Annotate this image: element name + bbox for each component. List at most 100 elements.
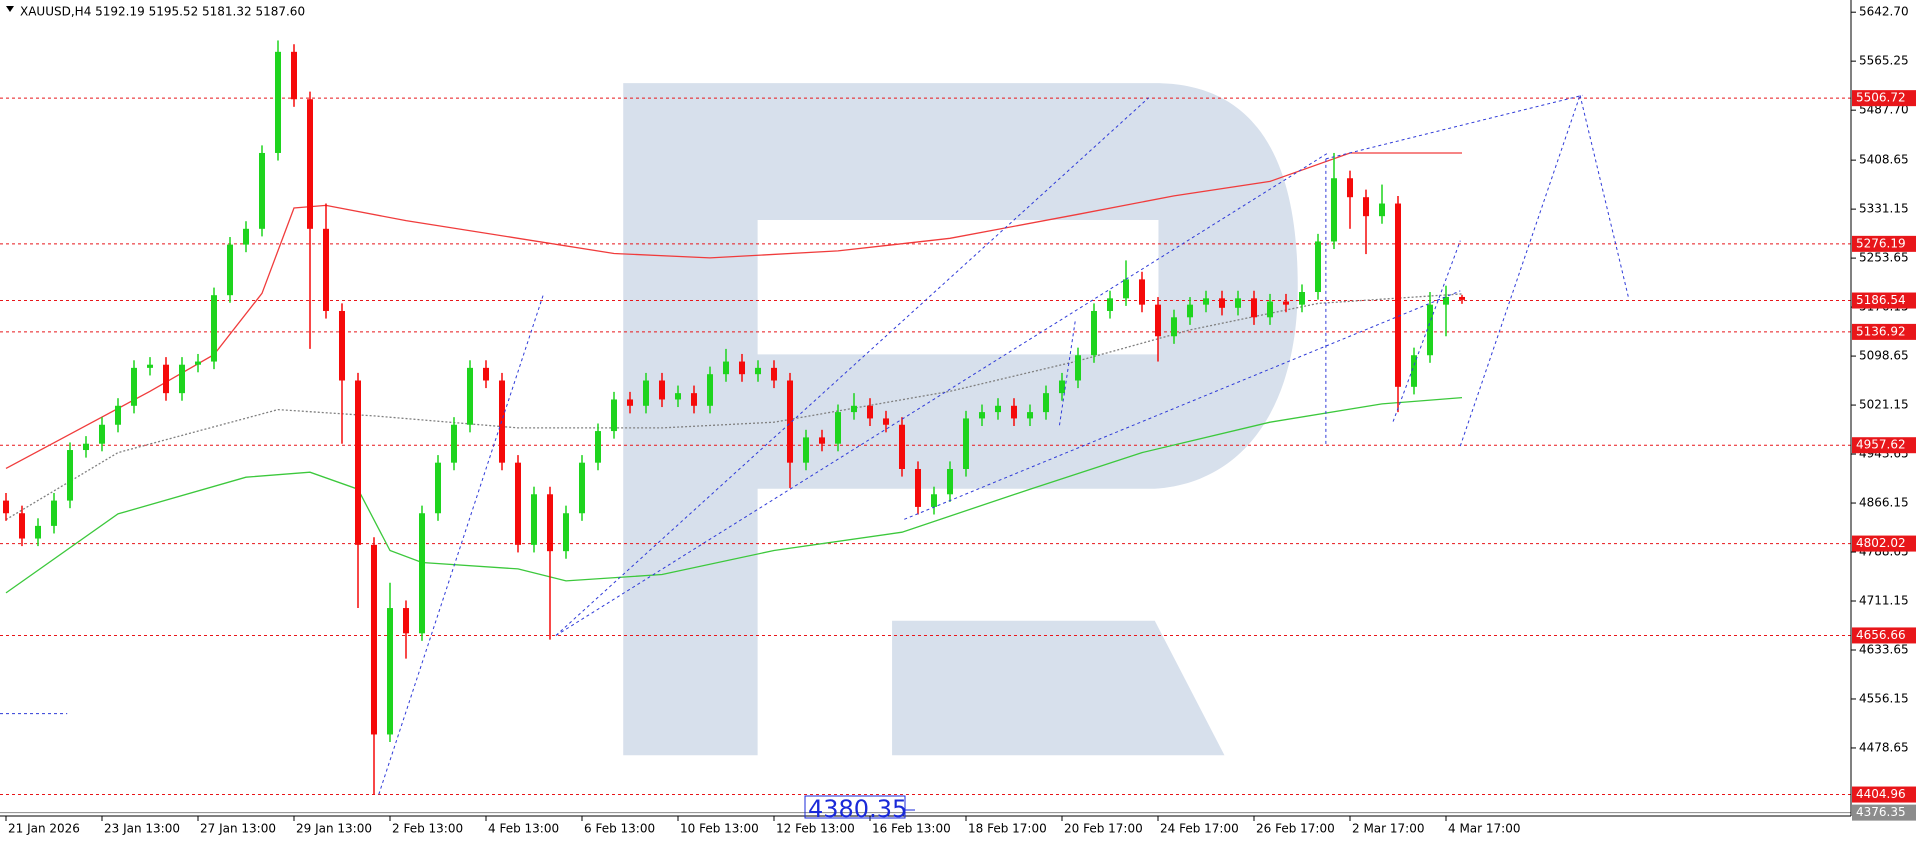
candle-body [707, 374, 713, 406]
candle-body [131, 367, 137, 406]
candle-body [451, 424, 457, 463]
candle-body [563, 513, 569, 552]
x-tick-label: 2 Feb 13:00 [392, 822, 463, 836]
candle-body [691, 393, 697, 406]
x-tick-label: 18 Feb 17:00 [968, 822, 1047, 836]
candle-body [1027, 412, 1033, 419]
candle-body [1331, 178, 1337, 242]
candle-body [819, 437, 825, 444]
candle-body [595, 431, 601, 463]
candle-body [1171, 317, 1177, 337]
x-tick-label: 20 Feb 17:00 [1064, 822, 1143, 836]
candle-body [483, 367, 489, 381]
candle-body [1203, 298, 1209, 305]
candle-body [243, 228, 249, 245]
candle-body [659, 380, 665, 400]
y-tick-label: 5253.65 [1859, 251, 1909, 265]
level-label: 4404.96 [1856, 787, 1906, 801]
level-label: 5506.72 [1856, 91, 1906, 105]
y-tick-label: 4478.65 [1859, 740, 1909, 754]
level-label-box [1852, 437, 1916, 454]
watermark [623, 83, 1298, 756]
candle-body [675, 393, 681, 400]
level-label-box [1852, 786, 1916, 803]
candle-body [579, 462, 585, 514]
candle-body [419, 513, 425, 634]
candle-body [531, 494, 537, 545]
candle-body [323, 228, 329, 311]
candle-body [515, 462, 521, 545]
candle-body [1363, 197, 1369, 217]
x-tick-label: 26 Feb 17:00 [1256, 822, 1335, 836]
candle-body [1155, 304, 1161, 337]
moving-average [5, 293, 1463, 521]
candle-body [1427, 304, 1433, 356]
candle-body [643, 380, 649, 406]
candle-body [755, 367, 761, 375]
moving-average [5, 396, 1463, 594]
candle-body [35, 525, 41, 539]
candle-body [467, 367, 473, 425]
candle-body [1123, 279, 1129, 299]
candle-body [435, 462, 441, 514]
level-label-box [1852, 292, 1916, 309]
candle-body [947, 468, 953, 495]
x-tick-label: 2 Mar 17:00 [1352, 822, 1425, 836]
y-tick-label: 5487.70 [1859, 103, 1909, 117]
candle-body [1059, 380, 1065, 394]
candle-body [1011, 405, 1017, 419]
forecast-lines [0, 95, 1629, 794]
x-tick-label: 6 Feb 13:00 [584, 822, 655, 836]
candle-body [1459, 296, 1465, 300]
candle-body [227, 244, 233, 296]
x-tick-label: 10 Feb 13:00 [680, 822, 759, 836]
candle-body [307, 99, 313, 229]
candle-body [339, 310, 345, 381]
candle-body [627, 399, 633, 406]
candle-body [1219, 298, 1225, 308]
candle-body [291, 51, 297, 100]
level-label: 4656.66 [1856, 628, 1906, 642]
candle-body [995, 405, 1001, 413]
candle-body [1139, 279, 1145, 305]
candle-body [275, 51, 281, 153]
level-label-box [1852, 90, 1916, 107]
candle-body [387, 608, 393, 735]
price-box-frame [804, 795, 906, 819]
level-label: 4376.35 [1856, 805, 1906, 819]
candle-body [1347, 178, 1353, 198]
candle-body [867, 405, 873, 419]
candle-body [1251, 298, 1257, 318]
candle-body [1299, 292, 1305, 305]
candle-body [1395, 203, 1401, 387]
candle-body [803, 437, 809, 463]
candle-body [403, 608, 409, 634]
y-tick-label: 4866.15 [1859, 496, 1909, 510]
candle-body [1075, 355, 1081, 381]
candle-body [1283, 301, 1289, 305]
candle-body [1235, 298, 1241, 308]
price-box-label: 4380.35 [808, 795, 907, 823]
candle-body [259, 152, 265, 229]
candle-body [99, 424, 105, 444]
candle-body [1043, 393, 1049, 413]
candle-body [67, 450, 73, 501]
candle-body [1187, 304, 1193, 318]
x-tick-label: 29 Jan 13:00 [296, 822, 372, 836]
y-tick-label: 5408.65 [1859, 153, 1909, 167]
level-label: 5186.54 [1856, 293, 1906, 307]
candle-body [179, 364, 185, 394]
y-tick-label: 4633.65 [1859, 642, 1909, 656]
candle-body [371, 544, 377, 735]
level-label: 4802.02 [1856, 536, 1906, 550]
candle-body [1107, 298, 1113, 311]
x-tick-label: 27 Jan 13:00 [200, 822, 276, 836]
x-tick-label: 12 Feb 13:00 [776, 822, 855, 836]
candle-body [211, 295, 217, 362]
candle-body [1443, 296, 1449, 305]
y-tick-label: 5098.65 [1859, 349, 1909, 363]
candle-body [355, 380, 361, 545]
y-tick-label: 5331.15 [1859, 202, 1909, 216]
candle-body [851, 405, 857, 413]
